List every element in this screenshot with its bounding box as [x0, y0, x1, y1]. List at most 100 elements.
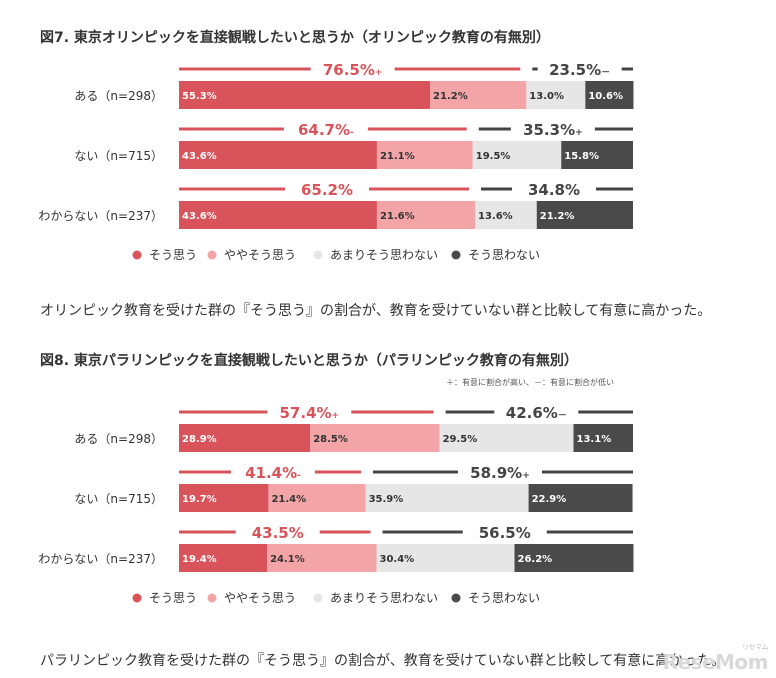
bar-segment — [561, 141, 633, 169]
bar-segment — [514, 544, 634, 572]
bar-value-label: 13.0% — [529, 91, 564, 102]
legend-label: ややそう思う — [224, 248, 296, 262]
disagree-significance-mark: － — [558, 411, 567, 421]
agree-summary-label: 64.7%- — [298, 121, 354, 139]
bar-value-label: 21.6% — [380, 211, 415, 222]
agree-summary-label: 76.5%+ — [323, 61, 383, 79]
bar-value-label: 30.4% — [379, 554, 414, 565]
disagree-significance-mark: － — [601, 68, 610, 78]
bar-segment — [526, 81, 586, 109]
category-label: ない（n=715） — [74, 492, 163, 506]
bar-segment — [475, 201, 537, 229]
legend-marker — [207, 593, 217, 603]
bar-segment — [179, 81, 431, 109]
bar-value-label: 15.8% — [564, 151, 599, 162]
agree-summary-label: 57.4%+ — [280, 404, 340, 422]
logo-text: ReseMom — [662, 650, 769, 674]
bar-value-label: 13.1% — [577, 434, 612, 445]
legend-marker — [132, 250, 142, 260]
bar-segment — [439, 424, 574, 452]
category-label: ある（n=298） — [74, 89, 163, 103]
bar-segment — [430, 81, 527, 109]
bar-value-label: 43.6% — [182, 151, 217, 162]
logo-ruby: リセマム — [742, 643, 769, 651]
bar-value-label: 24.1% — [270, 554, 305, 565]
resemom-logo: ReseMom リセマム — [662, 643, 769, 674]
bar-value-label: 21.1% — [380, 151, 415, 162]
bar-value-label: 19.7% — [182, 494, 217, 505]
legend-label: あまりそう思わない — [330, 248, 438, 262]
agree-summary-label: 43.5% — [252, 524, 304, 542]
significance-note: ＋：有意に割合が高い、－：有意に割合が低い — [446, 378, 614, 387]
agree-significance-mark: - — [350, 128, 354, 138]
legend-marker — [207, 250, 217, 260]
bar-value-label: 55.3% — [182, 91, 217, 102]
bar-value-label: 28.5% — [313, 434, 348, 445]
legend-label: そう思わない — [468, 248, 540, 262]
disagree-summary-label: 56.5% — [479, 524, 531, 542]
legend-marker — [451, 250, 461, 260]
chart1-title: 図7. 東京オリンピックを直接観戦したいと思うか（オリンピック教育の有無別） — [40, 30, 550, 46]
agree-significance-mark: - — [297, 471, 301, 481]
agree-summary-label: 41.4%- — [245, 464, 301, 482]
disagree-summary-label: 35.3%+ — [523, 121, 583, 139]
agree-significance-mark: + — [332, 411, 340, 421]
bar-value-label: 21.2% — [433, 91, 468, 102]
bar-segment — [376, 141, 473, 169]
disagree-summary-label: 42.6%－ — [506, 404, 567, 422]
legend-marker — [313, 250, 323, 260]
agree-summary-label: 65.2% — [301, 181, 353, 199]
legend-label: そう思う — [149, 248, 197, 262]
chart1-figure: ある（n=298） 76.5%+ 23.5%－ 55.3% 21.2% 13.0% 10.6… — [38, 61, 634, 262]
bar-value-label: 19.5% — [476, 151, 511, 162]
legend-label: あまりそう思わない — [330, 591, 438, 605]
bar-value-label: 10.6% — [588, 91, 623, 102]
bar-value-label: 22.9% — [532, 494, 567, 505]
legend-label: そう思わない — [468, 591, 540, 605]
legend-marker — [132, 593, 142, 603]
bar-value-label: 43.6% — [182, 211, 217, 222]
bar-segment — [310, 424, 440, 452]
legend-label: ややそう思う — [224, 591, 296, 605]
category-label: わからない（n=237） — [38, 552, 163, 566]
bar-value-label: 28.9% — [182, 434, 217, 445]
bar-value-label: 21.4% — [271, 494, 306, 505]
bar-segment — [536, 201, 633, 229]
bar-value-label: 26.2% — [518, 554, 553, 565]
bar-segment — [573, 424, 633, 452]
bar-value-label: 29.5% — [443, 434, 478, 445]
bar-segment — [267, 544, 377, 572]
agree-significance-mark: + — [375, 68, 383, 78]
legend-label: そう思う — [149, 591, 197, 605]
bar-value-label: 35.9% — [369, 494, 404, 505]
bar-value-label: 19.4% — [182, 554, 217, 565]
legend-marker — [451, 593, 461, 603]
category-label: ある（n=298） — [74, 432, 163, 446]
chart2-figure: ある（n=298） 57.4%+ 42.6%－ 28.9% 28.5% 29.5% 13.1… — [38, 404, 634, 605]
bar-segment — [472, 141, 562, 169]
category-label: わからない（n=237） — [38, 209, 163, 223]
bar-segment — [376, 201, 476, 229]
bar-segment — [179, 484, 269, 512]
paragraph-paralympic: パラリンピック教育を受けた群の『そう思う』の割合が、教育を受けていない群と比較し… — [40, 653, 726, 669]
disagree-significance-mark: + — [575, 128, 583, 138]
legend-marker — [313, 593, 323, 603]
bar-segment — [179, 201, 377, 229]
bar-segment — [528, 484, 633, 512]
disagree-significance-mark: + — [522, 471, 530, 481]
paragraph-olympic: オリンピック教育を受けた群の『そう思う』の割合が、教育を受けていない群と比較して… — [40, 303, 712, 319]
disagree-summary-label: 23.5%－ — [549, 61, 610, 79]
disagree-summary-label: 34.8% — [528, 181, 580, 199]
bar-segment — [365, 484, 529, 512]
disagree-summary-label: 58.9%+ — [470, 464, 530, 482]
bar-segment — [179, 141, 377, 169]
bar-segment — [179, 424, 311, 452]
bar-segment — [179, 544, 268, 572]
bar-segment — [585, 81, 634, 109]
bar-value-label: 13.6% — [478, 211, 513, 222]
chart2-title: 図8. 東京パラリンピックを直接観戦したいと思うか（パラリンピック教育の有無別） — [40, 353, 578, 369]
bar-segment — [376, 544, 515, 572]
bar-segment — [268, 484, 366, 512]
bar-value-label: 21.2% — [540, 211, 575, 222]
category-label: ない（n=715） — [74, 149, 163, 163]
